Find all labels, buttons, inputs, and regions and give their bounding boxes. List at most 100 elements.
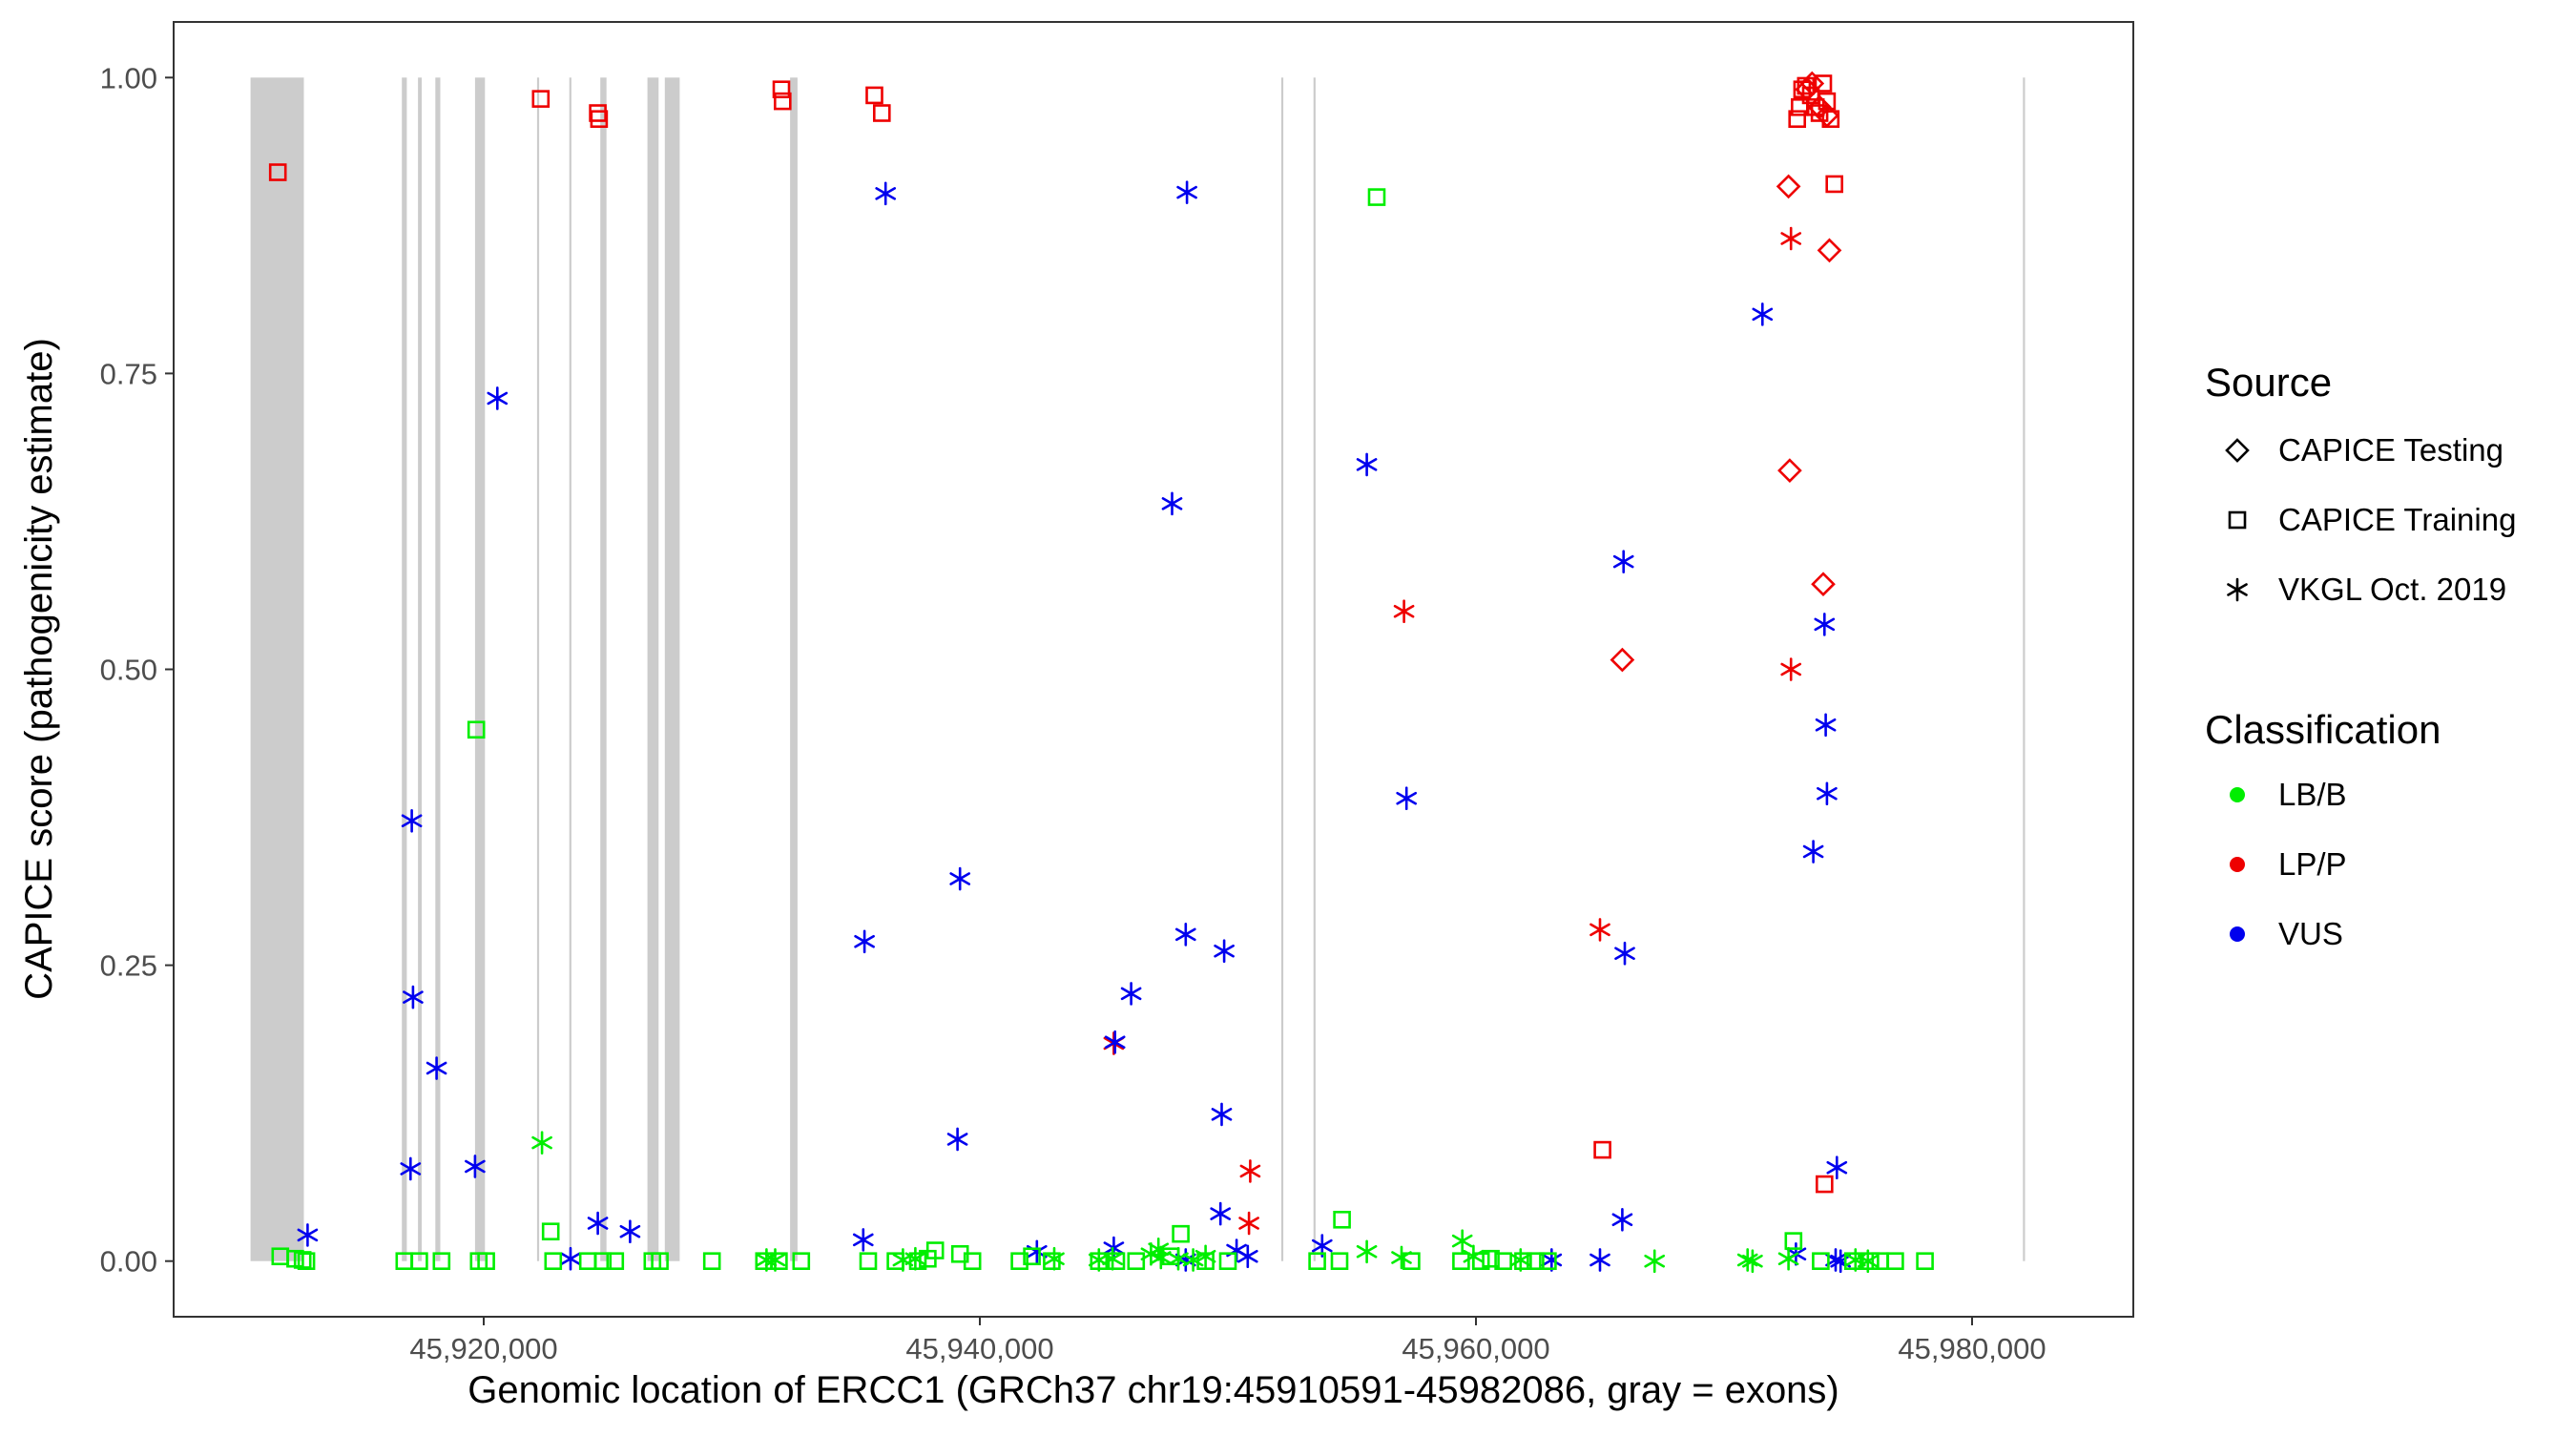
x-tick-label: 45,920,000: [409, 1332, 557, 1365]
data-point: [560, 1246, 581, 1271]
exon-band: [435, 77, 441, 1261]
data-point: [1816, 1175, 1834, 1194]
data-point: [908, 1252, 927, 1271]
data-point: [852, 1228, 874, 1252]
data-point: [1236, 1244, 1258, 1269]
data-point: [1127, 1252, 1146, 1271]
data-point: [1161, 491, 1183, 516]
legend-source-title: Source: [2205, 360, 2332, 405]
data-point: [875, 181, 897, 206]
data-point: [1815, 713, 1837, 738]
y-tick-label: 0.50: [100, 654, 157, 687]
data-point: [1210, 1201, 1232, 1226]
legend-source-label: CAPICE Testing: [2278, 432, 2503, 468]
legend-classification-title: Classification: [2205, 707, 2441, 752]
data-point: [400, 1156, 422, 1181]
data-point: [1799, 71, 1825, 96]
data-point: [1752, 302, 1774, 326]
data-point: [1023, 1247, 1041, 1266]
data-point: [1452, 1252, 1470, 1271]
data-point: [854, 929, 875, 954]
data-point: [1174, 923, 1196, 947]
data-point: [770, 1252, 788, 1271]
data-point: [410, 1252, 428, 1271]
data-point: [426, 1056, 447, 1080]
legend-key-dot: [2230, 926, 2245, 942]
data-point: [1802, 840, 1824, 864]
exon-band: [790, 77, 798, 1261]
data-point: [1644, 1249, 1666, 1273]
data-point: [1843, 1252, 1862, 1271]
exon-layer: [250, 77, 2025, 1261]
legend-key-dot: [2230, 787, 2245, 802]
data-point: [1916, 1252, 1934, 1271]
data-point: [531, 90, 551, 108]
data-point: [1777, 1246, 1799, 1271]
data-point: [403, 985, 424, 1009]
data-point: [1815, 103, 1839, 128]
data-point: [1308, 1252, 1326, 1271]
exon-band: [600, 77, 607, 1261]
data-point: [297, 1223, 319, 1247]
data-point: [946, 1127, 968, 1152]
data-point: [590, 110, 609, 129]
data-point: [619, 1219, 641, 1243]
data-point: [541, 1222, 560, 1240]
data-point: [872, 104, 891, 122]
data-point: [886, 1252, 904, 1271]
data-point: [587, 1211, 609, 1236]
data-point: [651, 1252, 669, 1271]
data-point: [772, 80, 791, 99]
legend-class-label: LB/B: [2278, 777, 2347, 812]
data-point: [1795, 76, 1819, 102]
data-point: [1826, 1155, 1848, 1180]
data-point: [1211, 1102, 1233, 1127]
data-point: [1811, 572, 1836, 597]
data-point: [1104, 1030, 1126, 1054]
data-point: [467, 720, 486, 739]
data-point: [865, 86, 883, 105]
y-tick-label: 0.25: [100, 949, 157, 983]
legend-key-dot: [2230, 857, 2245, 872]
data-point: [432, 1252, 451, 1271]
data-point: [1172, 1224, 1190, 1243]
data-point: [297, 1252, 316, 1271]
exon-band: [664, 77, 680, 1261]
data-point: [1161, 1247, 1180, 1266]
data-point: [1176, 180, 1197, 204]
y-axis-title: CAPICE score (pathogenicity estimate): [18, 338, 60, 1000]
data-point: [1861, 1252, 1880, 1271]
data-point: [1010, 1252, 1028, 1271]
exon-band: [474, 77, 486, 1261]
data-point: [1043, 1252, 1061, 1271]
data-point: [1612, 550, 1634, 573]
data-point: [1817, 781, 1838, 806]
legend-class-label: VUS: [2278, 916, 2343, 951]
data-point: [1886, 1252, 1904, 1271]
data-point: [963, 1252, 982, 1271]
x-axis-title: Genomic location of ERCC1 (GRCh37 chr19:…: [467, 1369, 1839, 1411]
exon-band: [569, 77, 571, 1261]
data-point: [1821, 110, 1840, 129]
data-point: [1238, 1211, 1259, 1236]
data-point: [1120, 982, 1142, 1006]
exon-band: [1280, 77, 1284, 1261]
data-point: [1817, 238, 1842, 263]
data-point: [1742, 1249, 1763, 1273]
legend-key-diamond: [2225, 438, 2250, 463]
data-point: [589, 104, 607, 122]
legend-source-items: CAPICE Testing CAPICE Training VKGL Oct. 2…: [2225, 432, 2516, 607]
data-point: [1330, 1252, 1349, 1271]
data-point: [1396, 786, 1418, 811]
legend-class-items: LB/B LP/P VUS: [2230, 777, 2347, 951]
legend: Source CAPICE Testing CAPICE Training VKGL…: [2205, 360, 2516, 951]
data-point: [1482, 1249, 1500, 1268]
data-point: [1780, 657, 1802, 681]
exon-band: [536, 77, 540, 1261]
data-point: [1614, 941, 1635, 966]
y-tick-label: 0.00: [100, 1245, 157, 1279]
data-point: [593, 1252, 613, 1271]
data-point: [925, 1241, 945, 1259]
data-point: [1196, 1252, 1215, 1271]
